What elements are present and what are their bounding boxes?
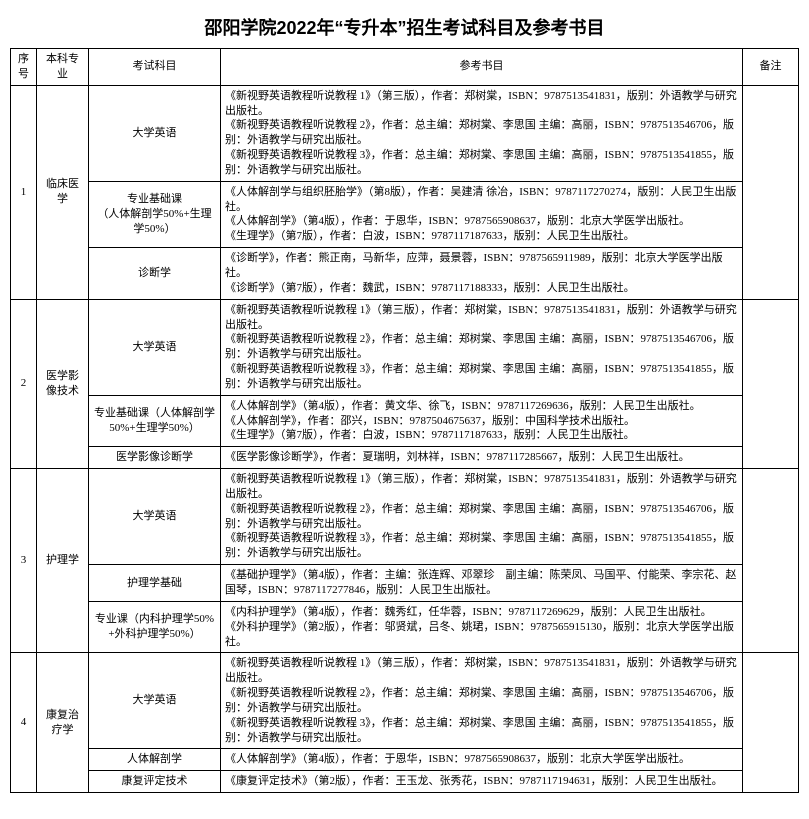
cell-seq: 1 [11,85,37,299]
cell-ref: 《人体解剖学》（第4版），作者：黄文华、徐飞，ISBN：978711726963… [221,395,743,447]
th-seq: 序号 [11,49,37,86]
table-row: 2医学影像技术大学英语《新视野英语教程听说教程 1》（第三版），作者：郑树棠，I… [11,299,799,395]
cell-ref: 《基础护理学》（第4版），作者：主编：张连辉、邓翠珍 副主编：陈荣凤、马国平、付… [221,565,743,602]
table-row: 专业基础课（人体解剖学50%+生理学50%）《人体解剖学》（第4版），作者：黄文… [11,395,799,447]
cell-subject: 人体解剖学 [89,749,221,771]
cell-subject: 专业基础课 （人体解剖学50%+生理学50%） [89,181,221,247]
cell-note [743,299,799,468]
cell-major: 临床医学 [37,85,89,299]
cell-note [743,469,799,653]
cell-ref: 《康复评定技术》（第2版），作者：王玉龙、张秀花，ISBN：9787117194… [221,771,743,793]
cell-subject: 大学英语 [89,469,221,565]
cell-subject: 护理学基础 [89,565,221,602]
th-major: 本科专业 [37,49,89,86]
cell-major: 医学影像技术 [37,299,89,468]
cell-major: 护理学 [37,469,89,653]
cell-subject: 大学英语 [89,653,221,749]
cell-ref: 《新视野英语教程听说教程 1》（第三版），作者：郑树棠，ISBN：9787513… [221,299,743,395]
course-table: 序号 本科专业 考试科目 参考书目 备注 1临床医学大学英语《新视野英语教程听说… [10,48,799,793]
th-ref: 参考书目 [221,49,743,86]
cell-subject: 大学英语 [89,299,221,395]
cell-ref: 《诊断学》，作者：熊正南，马新华，应萍，聂景蓉，ISBN：97875659119… [221,248,743,300]
cell-subject: 康复评定技术 [89,771,221,793]
table-row: 4康复治疗学大学英语《新视野英语教程听说教程 1》（第三版），作者：郑树棠，IS… [11,653,799,749]
cell-subject: 专业基础课（人体解剖学50%+生理学50%） [89,395,221,447]
cell-seq: 4 [11,653,37,793]
table-row: 专业课（内科护理学50%+外科护理学50%）《内科护理学》（第4版），作者：魏秀… [11,601,799,653]
cell-ref: 《人体解剖学》（第4版），作者：于恩华，ISBN：9787565908637，版… [221,749,743,771]
table-row: 康复评定技术《康复评定技术》（第2版），作者：王玉龙、张秀花，ISBN：9787… [11,771,799,793]
table-row: 护理学基础《基础护理学》（第4版），作者：主编：张连辉、邓翠珍 副主编：陈荣凤、… [11,565,799,602]
cell-ref: 《医学影像诊断学》，作者：夏瑞明，刘林祥，ISBN：9787117285667，… [221,447,743,469]
cell-subject: 医学影像诊断学 [89,447,221,469]
table-row: 医学影像诊断学《医学影像诊断学》，作者：夏瑞明，刘林祥，ISBN：9787117… [11,447,799,469]
cell-ref: 《新视野英语教程听说教程 1》（第三版），作者：郑树棠，ISBN：9787513… [221,469,743,565]
cell-seq: 2 [11,299,37,468]
table-row: 专业基础课 （人体解剖学50%+生理学50%）《人体解剖学与组织胚胎学》（第8版… [11,181,799,247]
cell-subject: 大学英语 [89,85,221,181]
cell-note [743,85,799,299]
cell-subject: 专业课（内科护理学50%+外科护理学50%） [89,601,221,653]
table-header-row: 序号 本科专业 考试科目 参考书目 备注 [11,49,799,86]
table-row: 人体解剖学《人体解剖学》（第4版），作者：于恩华，ISBN：9787565908… [11,749,799,771]
th-subject: 考试科目 [89,49,221,86]
cell-major: 康复治疗学 [37,653,89,793]
table-row: 3护理学大学英语《新视野英语教程听说教程 1》（第三版），作者：郑树棠，ISBN… [11,469,799,565]
cell-ref: 《新视野英语教程听说教程 1》（第三版），作者：郑树棠，ISBN：9787513… [221,653,743,749]
page-title: 邵阳学院2022年“专升本”招生考试科目及参考书目 [10,14,799,40]
cell-seq: 3 [11,469,37,653]
cell-ref: 《新视野英语教程听说教程 1》（第三版），作者：郑树棠，ISBN：9787513… [221,85,743,181]
cell-note [743,653,799,793]
table-row: 诊断学《诊断学》，作者：熊正南，马新华，应萍，聂景蓉，ISBN：97875659… [11,248,799,300]
cell-ref: 《人体解剖学与组织胚胎学》（第8版），作者：吴建清 徐冶，ISBN：978711… [221,181,743,247]
cell-ref: 《内科护理学》（第4版），作者：魏秀红，任华蓉，ISBN：97871172696… [221,601,743,653]
cell-subject: 诊断学 [89,248,221,300]
th-note: 备注 [743,49,799,86]
table-row: 1临床医学大学英语《新视野英语教程听说教程 1》（第三版），作者：郑树棠，ISB… [11,85,799,181]
